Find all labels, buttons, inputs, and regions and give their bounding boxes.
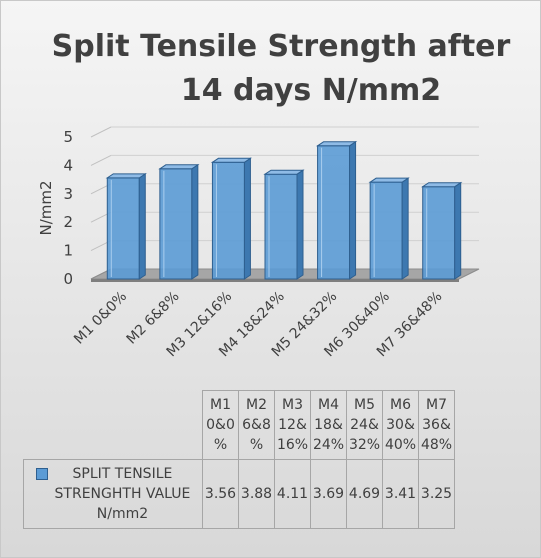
table-value-cell: 3.69 xyxy=(310,459,347,529)
bar xyxy=(264,173,298,280)
table-header-row: M1 0&0 % M2 6&8 % M3 12& 16% M4 18& 24% … xyxy=(23,390,455,460)
bar xyxy=(422,186,456,280)
bar-top xyxy=(368,177,410,183)
table-header-cell: M3 12& 16% xyxy=(274,390,311,460)
table-header-cell: M4 18& 24% xyxy=(310,390,347,460)
bar-top xyxy=(210,157,253,163)
table-value-cell: 4.69 xyxy=(346,459,383,529)
bar-side xyxy=(454,181,462,280)
legend-key-icon xyxy=(36,468,48,480)
bar-side xyxy=(296,169,304,280)
y-tick-label: 5 xyxy=(63,128,73,146)
table-value-cell: 4.11 xyxy=(274,459,311,529)
gridline-side xyxy=(90,126,112,138)
gridline-side xyxy=(90,154,112,166)
bar-side xyxy=(349,140,357,280)
bar-top xyxy=(315,141,358,147)
bar-top xyxy=(105,173,147,179)
table-row: SPLIT TENSILE STRENGHTH VALUE N/mm2 3.56… xyxy=(23,459,455,529)
y-tick-label: 2 xyxy=(63,213,73,231)
bar xyxy=(159,168,193,280)
bar xyxy=(106,177,140,280)
legend-cell: SPLIT TENSILE STRENGHTH VALUE N/mm2 xyxy=(23,459,203,529)
table-value-cell: 3.56 xyxy=(202,459,239,529)
chart-title-line-1: Split Tensile Strength after xyxy=(51,29,511,64)
bar-side xyxy=(191,163,199,280)
bar xyxy=(317,145,351,280)
bar-top xyxy=(421,182,463,188)
y-tick-label: 3 xyxy=(63,185,73,203)
y-tick-label: 4 xyxy=(63,156,73,174)
chart-floor-edge xyxy=(91,279,459,282)
table-header-cell: M1 0&0 % xyxy=(202,390,239,460)
table-header-cell: M6 30& 40% xyxy=(382,390,419,460)
table-header-cell: M7 36& 48% xyxy=(418,390,455,460)
y-axis-label: N/mm2 xyxy=(37,180,55,235)
chart-title-line-2: 14 days N/mm2 xyxy=(180,73,442,108)
y-tick-label: 1 xyxy=(63,242,73,260)
bar xyxy=(211,161,245,280)
bar-top xyxy=(158,164,200,170)
legend-label: SPLIT TENSILE STRENGHTH VALUE N/mm2 xyxy=(54,466,191,522)
data-table: M1 0&0 % M2 6&8 % M3 12& 16% M4 18& 24% … xyxy=(23,390,455,529)
table-header-cell: M2 6&8 % xyxy=(238,390,275,460)
y-tick-label: 0 xyxy=(63,270,73,288)
bar-side xyxy=(401,177,409,280)
bar xyxy=(369,181,403,280)
x-tick-label: M1 0&0% xyxy=(71,289,130,348)
table-corner xyxy=(23,390,203,460)
bar-side xyxy=(243,157,251,280)
table-value-cell: 3.41 xyxy=(382,459,419,529)
table-value-cell: 3.88 xyxy=(238,459,275,529)
table-header-cell: M5 24& 32% xyxy=(346,390,383,460)
bar-side xyxy=(138,172,146,280)
bar-top xyxy=(263,169,305,175)
table-value-cell: 3.25 xyxy=(418,459,455,529)
